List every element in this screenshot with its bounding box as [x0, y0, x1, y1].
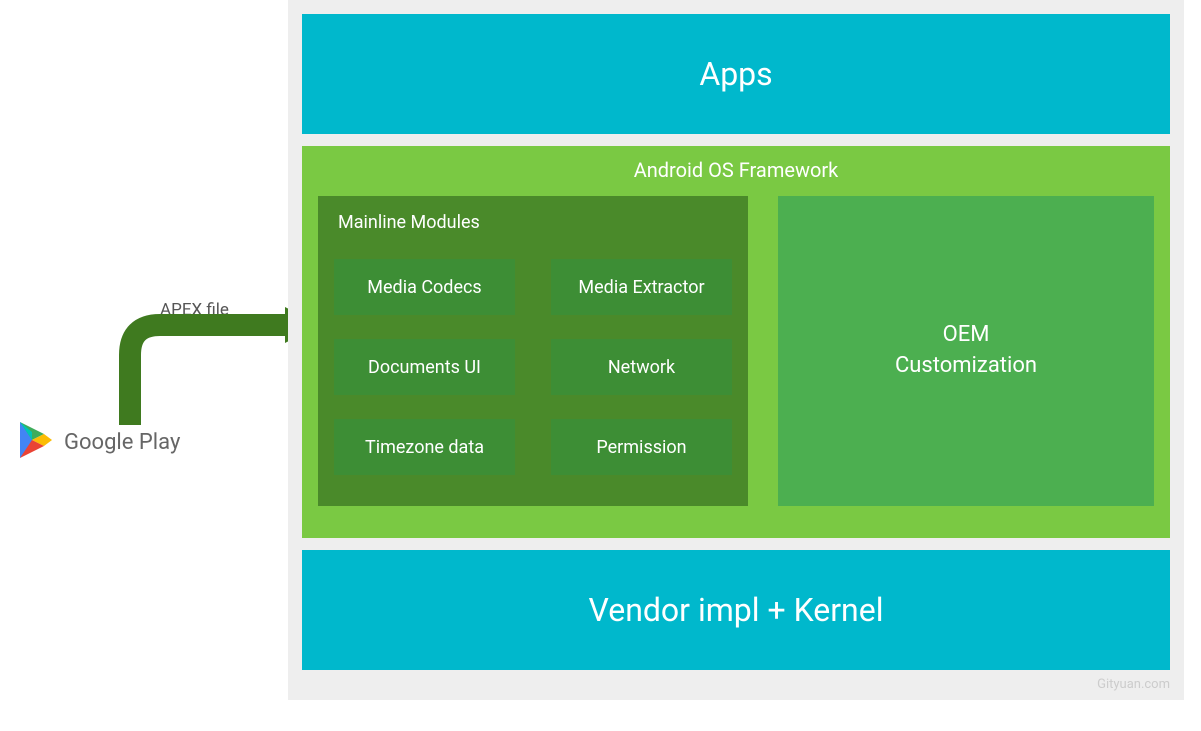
module-grid: Media Codecs Media Extractor Documents U…	[334, 259, 732, 475]
module-documents-ui: Documents UI	[334, 339, 515, 395]
oem-customization-box: OEMCustomization	[778, 196, 1154, 506]
watermark: Gityuan.com	[1097, 677, 1170, 692]
oem-label: OEMCustomization	[895, 320, 1037, 382]
apps-label: Apps	[699, 55, 772, 93]
mainline-title: Mainline Modules	[338, 212, 732, 233]
vendor-layer: Vendor impl + Kernel	[302, 550, 1170, 670]
framework-title: Android OS Framework	[318, 158, 1154, 182]
apps-layer: Apps	[302, 14, 1170, 134]
module-media-codecs: Media Codecs	[334, 259, 515, 315]
framework-layer: Android OS Framework Mainline Modules Me…	[302, 146, 1170, 538]
module-media-extractor: Media Extractor	[551, 259, 732, 315]
mainline-modules-box: Mainline Modules Media Codecs Media Extr…	[318, 196, 748, 506]
play-icon	[18, 420, 54, 464]
module-network: Network	[551, 339, 732, 395]
diagram-container: Apps Android OS Framework Mainline Modul…	[288, 0, 1184, 700]
framework-content: Mainline Modules Media Codecs Media Extr…	[318, 196, 1154, 506]
vendor-label: Vendor impl + Kernel	[589, 591, 884, 629]
module-timezone-data: Timezone data	[334, 419, 515, 475]
module-permission: Permission	[551, 419, 732, 475]
